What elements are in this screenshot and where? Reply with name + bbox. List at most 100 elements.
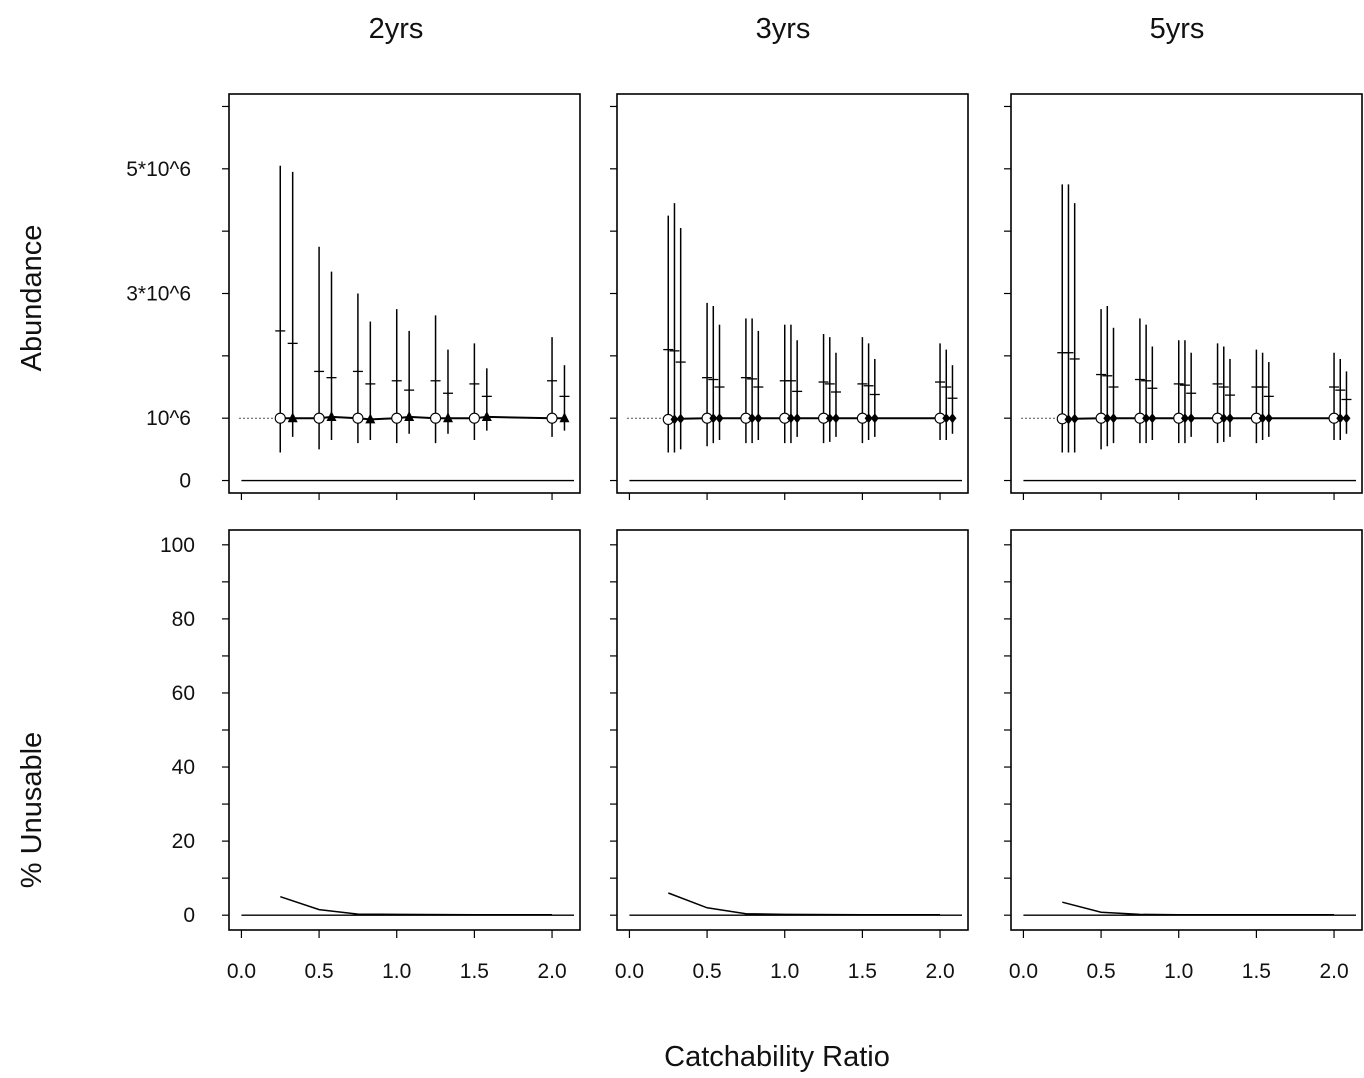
abundance-mean-marker-diamond — [948, 413, 957, 424]
abundance-panel — [1004, 93, 1363, 500]
abundance-mean-marker-circle — [430, 412, 442, 424]
abundance-estimate — [663, 215, 674, 453]
abundance-estimate — [830, 352, 841, 437]
abundance-mean-marker-diamond — [670, 414, 679, 425]
unusable-panel-frame — [616, 529, 969, 931]
abundance-mean-marker-triangle — [326, 410, 337, 421]
abundance-mean-marker-diamond — [1180, 413, 1189, 424]
abundance-mean-marker-circle — [468, 412, 480, 424]
y-axis-title-unusable: % Unusable — [16, 732, 48, 888]
abundance-mean-marker-triangle — [442, 412, 453, 423]
panel-3yrs: 0.0 0.5 1.0 1.5 2.0 — [610, 93, 969, 983]
abundance-panel-frame — [616, 93, 969, 494]
unusable-panel: 0.0 0.5 1.0 1.5 2.0 — [610, 529, 969, 983]
unusable-y-tick-label: 100 — [160, 534, 195, 557]
abundance-estimate — [1108, 327, 1119, 444]
abundance-mean-marker-diamond — [715, 413, 724, 424]
unusable-percent-line — [280, 895, 552, 916]
unusable-percent-line — [1062, 901, 1334, 916]
unusable-percent-line — [668, 892, 940, 916]
abundance-estimate — [1186, 352, 1197, 437]
abundance-estimate — [1102, 305, 1113, 447]
abundance-estimate — [287, 171, 298, 437]
abundance-estimate — [824, 337, 835, 442]
abundance-estimate — [1096, 309, 1107, 450]
x-tick-label: 1.5 — [460, 960, 489, 983]
abundance-mean-marker-diamond — [1148, 413, 1157, 424]
column-titles: 2yrs 3yrs 5yrs — [369, 13, 1205, 45]
abundance-estimate — [785, 324, 796, 444]
abundance-mean-marker-diamond — [748, 413, 757, 424]
abundance-estimate — [1173, 340, 1184, 444]
abundance-estimate — [1057, 184, 1068, 453]
abundance-mean-marker-triangle — [559, 412, 570, 423]
abundance-mean-marker-diamond — [1336, 413, 1345, 424]
x-tick-label: 2.0 — [537, 960, 566, 983]
abundance-estimate — [1251, 349, 1262, 444]
x-tick-label: 0.0 — [615, 960, 644, 983]
abundance-estimate — [857, 337, 868, 444]
panel-5yrs: 0.0 0.5 1.0 1.5 2.0 — [1004, 93, 1363, 983]
abundance-mean-marker-diamond — [1103, 413, 1112, 424]
abundance-y-tick-label: 5*10^6 — [126, 158, 191, 181]
abundance-estimate — [430, 315, 441, 444]
abundance-mean-marker-diamond — [1109, 413, 1118, 424]
x-axis-title: Catchability Ratio — [664, 1041, 890, 1073]
abundance-estimate — [675, 228, 686, 450]
abundance-estimate — [1329, 352, 1340, 441]
x-tick-label: 0.5 — [1086, 960, 1115, 983]
x-tick-label: 0.0 — [227, 960, 256, 983]
abundance-mean-marker-diamond — [1142, 413, 1151, 424]
abundance-mean-marker-diamond — [831, 413, 840, 424]
abundance-estimate — [740, 318, 751, 444]
abundance-estimate — [469, 343, 480, 441]
abundance-mean-marker-diamond — [1219, 413, 1228, 424]
abundance-estimate — [747, 318, 758, 444]
unusable-y-tick-label: 80 — [172, 608, 195, 631]
panel-2yrs: 0 10^6 3*10^6 5*10^6 0.0 0.5 1.0 1.5 2.0 0 20 40 60 8… — [126, 93, 581, 983]
abundance-estimate — [863, 343, 874, 441]
abundance-mean-marker-diamond — [676, 413, 685, 424]
x-tick-label: 0.0 — [1009, 960, 1038, 983]
abundance-mean-marker-circle — [391, 412, 403, 424]
unusable-panel-frame — [1010, 529, 1363, 931]
abundance-estimate — [702, 302, 713, 447]
x-tick-label: 2.0 — [1319, 960, 1348, 983]
abundance-y-tick-label: 0 — [179, 470, 191, 493]
abundance-mean-marker-circle — [274, 412, 286, 424]
abundance-estimate — [1179, 340, 1190, 444]
column-title-5yrs: 5yrs — [1150, 13, 1205, 45]
abundance-mean-marker-triangle — [404, 410, 415, 421]
abundance-mean-marker-diamond — [1342, 413, 1351, 424]
abundance-mean-marker-diamond — [786, 413, 795, 424]
x-tick-label: 1.5 — [848, 960, 877, 983]
x-tick-label: 1.0 — [382, 960, 411, 983]
abundance-mean-marker-diamond — [1064, 414, 1073, 425]
unusable-y-tick-label: 20 — [172, 830, 195, 853]
abundance-mean-marker-diamond — [942, 413, 951, 424]
abundance-mean-marker-diamond — [1225, 413, 1234, 424]
abundance-mean-marker-diamond — [825, 413, 834, 424]
abundance-mean-marker-diamond — [1070, 413, 1079, 424]
column-title-2yrs: 2yrs — [369, 13, 424, 45]
abundance-mean-marker-diamond — [709, 413, 718, 424]
abundance-mean-marker-diamond — [1187, 413, 1196, 424]
abundance-estimate — [1141, 324, 1152, 444]
x-tick-label: 1.5 — [1242, 960, 1271, 983]
abundance-mean-marker-triangle — [287, 412, 298, 423]
abundance-estimate — [1257, 352, 1268, 441]
abundance-estimate — [753, 330, 764, 441]
abundance-mean-marker-circle — [313, 412, 325, 424]
abundance-mean-marker-diamond — [1264, 413, 1273, 424]
abundance-mean-marker-diamond — [754, 413, 763, 424]
abundance-estimate — [1335, 358, 1346, 441]
unusable-y-tick-label: 0 — [183, 904, 195, 927]
unusable-panel-frame — [228, 529, 581, 931]
abundance-estimate — [1224, 358, 1235, 437]
unusable-y-tick-label: 40 — [172, 756, 195, 779]
abundance-estimate — [1147, 346, 1158, 441]
abundance-estimate — [935, 343, 946, 441]
abundance-mean-marker-circle — [546, 412, 558, 424]
abundance-y-tick-label: 10^6 — [146, 407, 191, 430]
